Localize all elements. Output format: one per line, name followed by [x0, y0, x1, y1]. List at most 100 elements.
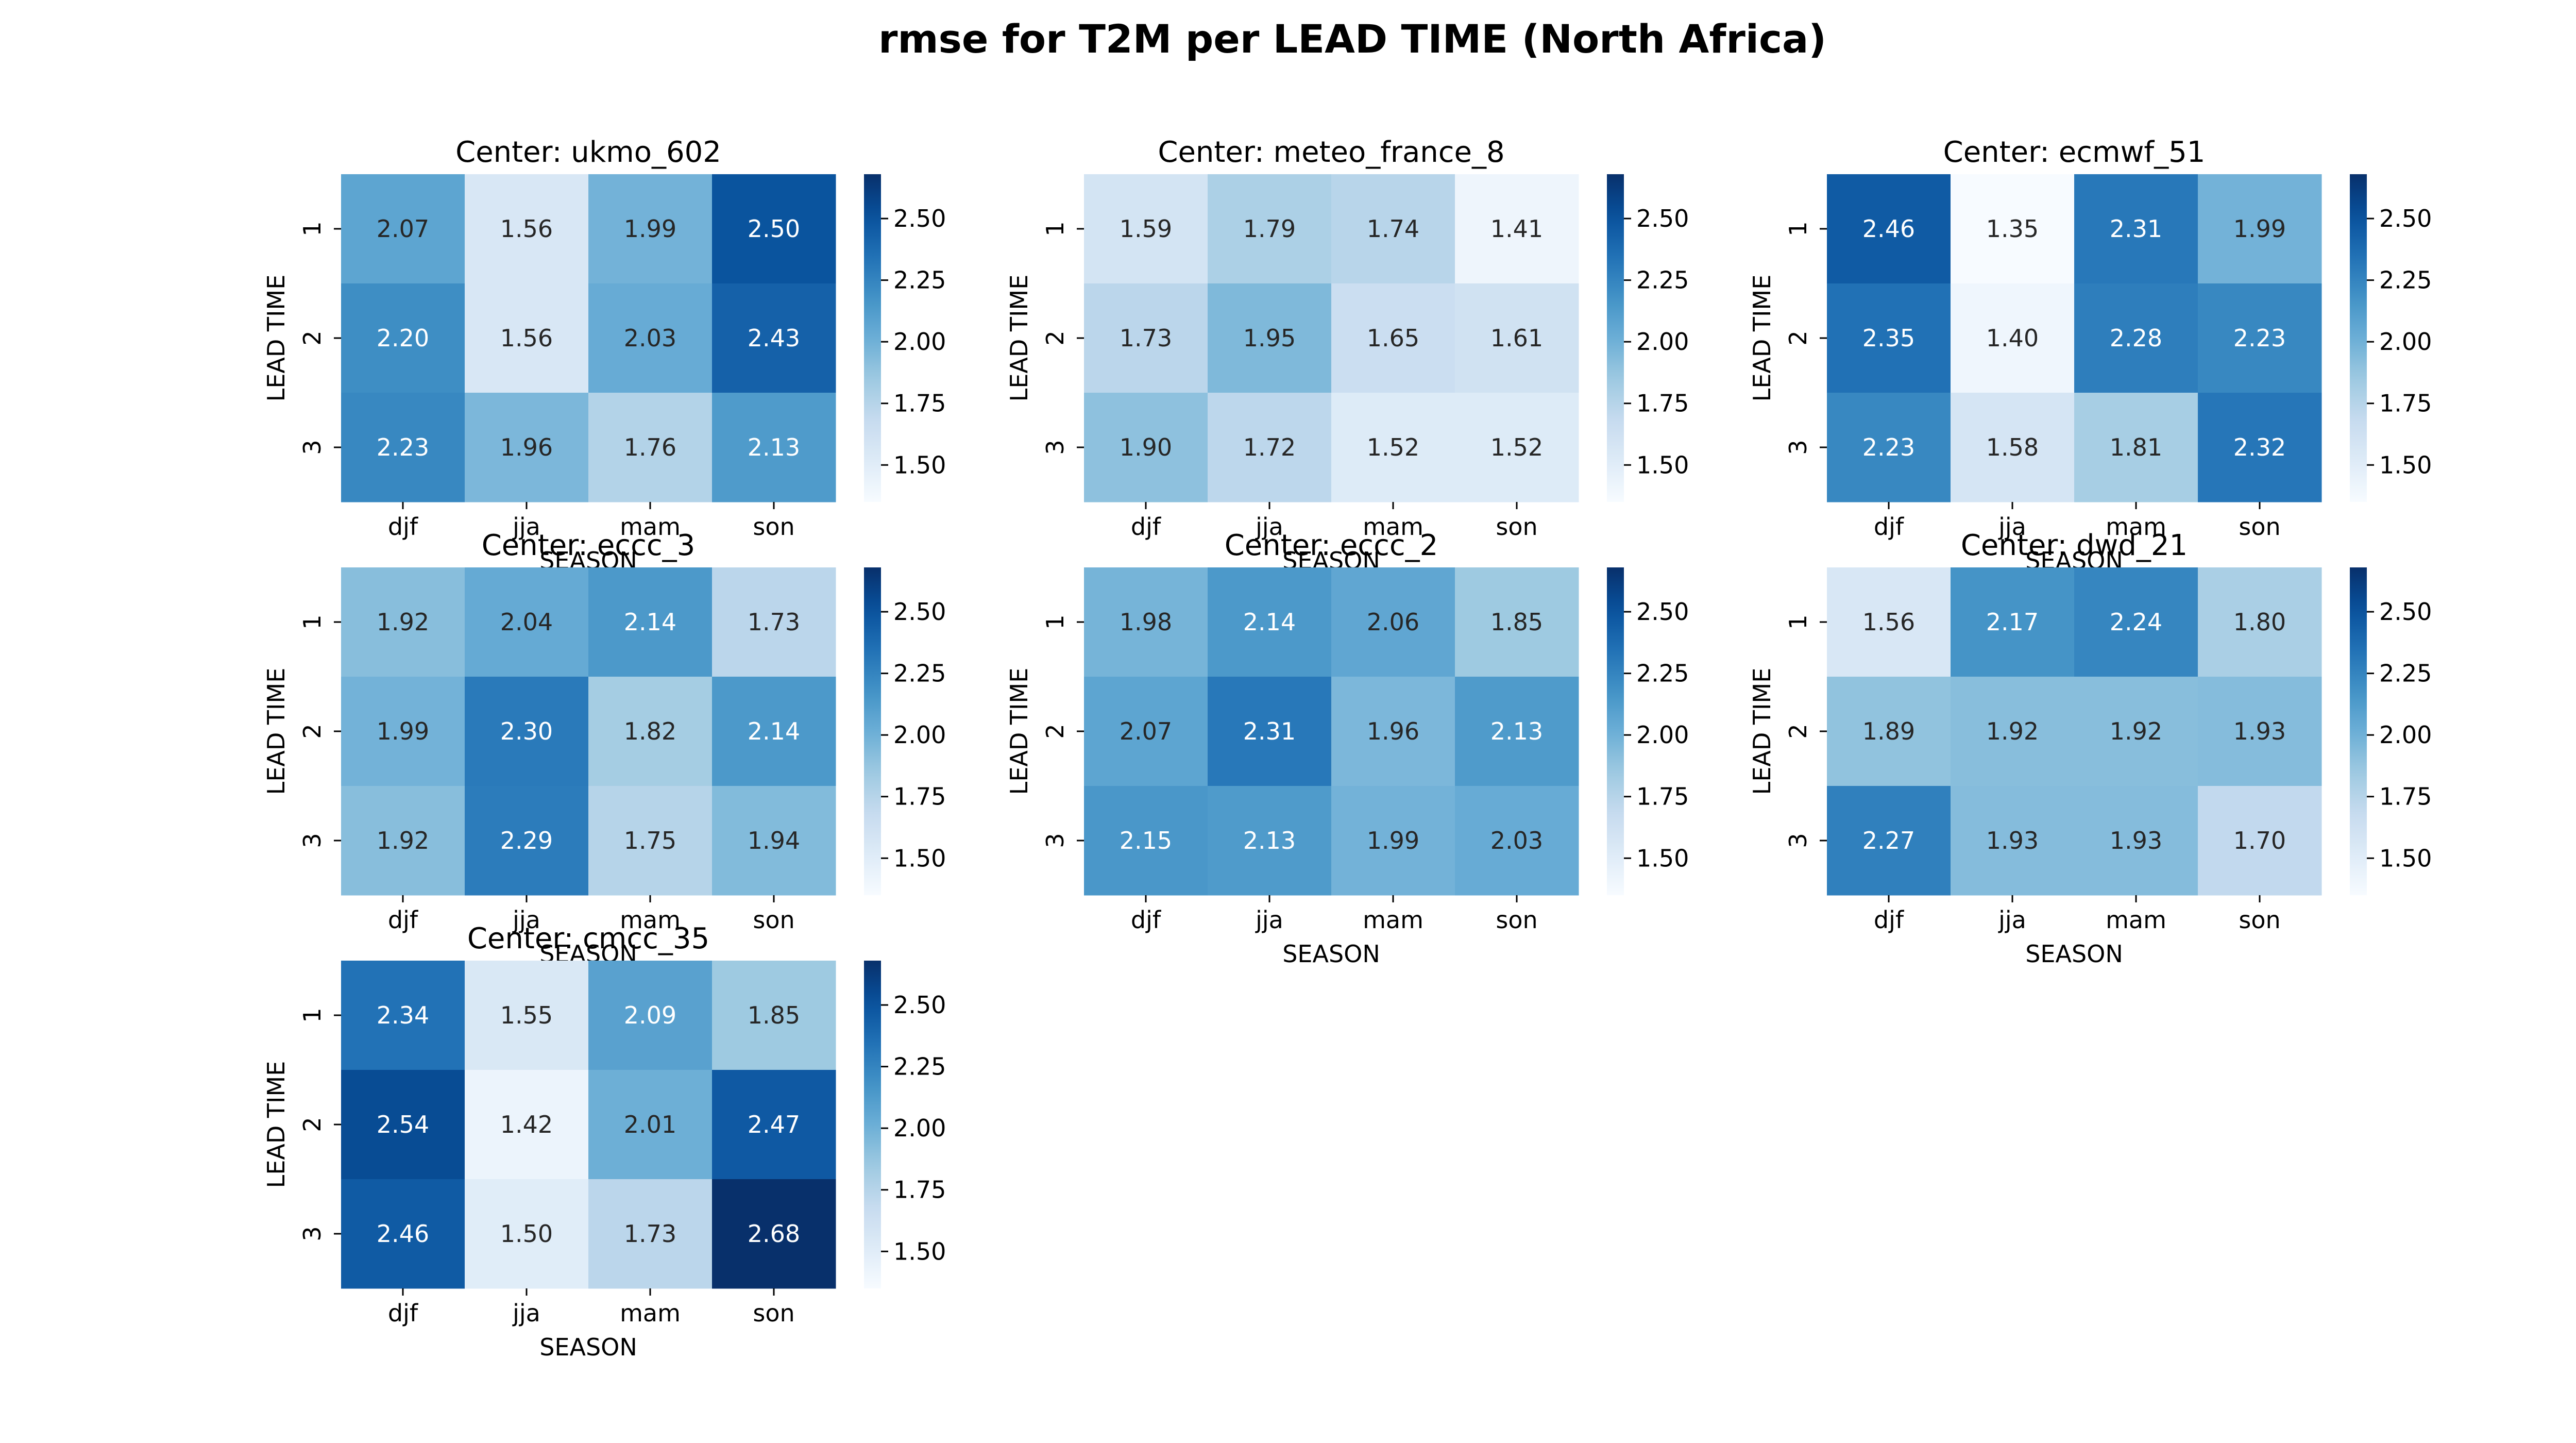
- colorbar-tick-label: 2.00: [2379, 328, 2432, 356]
- colorbar-tick-label: 2.00: [1636, 328, 1689, 356]
- x-axis-label: SEASON: [539, 1333, 637, 1361]
- x-tick-label: son: [753, 1299, 794, 1327]
- y-tick-label: 1: [298, 614, 326, 629]
- heatmap-cell: [1951, 283, 2075, 393]
- heatmap-cell: [1208, 786, 1332, 896]
- heatmap-cell: [465, 1070, 589, 1180]
- colorbar-tick-label: 2.25: [893, 1053, 946, 1081]
- y-axis-label: LEAD TIME: [1748, 275, 1776, 402]
- y-tick-label: 1: [1784, 614, 1812, 629]
- cell-value-label: 2.46: [377, 1220, 429, 1248]
- heatmap-cell: [1951, 393, 2075, 502]
- colorbar: [2350, 567, 2367, 895]
- heatmap-panels: 2.07 1.56 1.99 2.50 2.20 1.56 2.03 2.43 2.23 1.96…: [262, 136, 2432, 1361]
- x-tick-label: son: [1496, 513, 1537, 541]
- x-tick-label: jja: [1998, 906, 2026, 934]
- cell-value-label: 1.73: [748, 608, 800, 636]
- heatmap-cell: [1827, 174, 1951, 284]
- x-tick-label: mam: [620, 906, 681, 934]
- cell-value-label: 2.01: [624, 1111, 676, 1138]
- heatmap-cell: [1331, 174, 1455, 284]
- cell-value-label: 2.13: [1243, 827, 1296, 854]
- heatmap-cell: [588, 283, 713, 393]
- colorbar-tick-label: 2.00: [893, 1114, 946, 1142]
- heatmap-panel: 2.07 1.56 1.99 2.50 2.20 1.56 2.03 2.43 2.23 1.96…: [262, 136, 946, 575]
- cell-value-label: 1.56: [500, 215, 553, 243]
- x-tick-label: djf: [388, 1299, 419, 1327]
- colorbar-tick-label: 2.50: [893, 205, 946, 232]
- heatmap-cell: [2198, 677, 2322, 786]
- panel-title: Center: eccc_3: [482, 529, 696, 562]
- heatmap-cell: [1331, 786, 1455, 896]
- colorbar-tick-label: 1.50: [2379, 451, 2432, 479]
- heatmap-cell: [2198, 283, 2322, 393]
- cell-value-label: 1.93: [1986, 827, 2039, 854]
- heatmap-cell: [588, 174, 713, 284]
- colorbar: [864, 961, 881, 1288]
- y-tick-label: 2: [1784, 330, 1812, 345]
- heatmap-cell: [2198, 786, 2322, 896]
- panel-title: Center: ecmwf_51: [1943, 136, 2206, 169]
- heatmap-cell: [2074, 283, 2198, 393]
- cell-value-label: 1.89: [1862, 717, 1915, 745]
- heatmap-cell: [1827, 283, 1951, 393]
- heatmap-cell: [712, 283, 836, 393]
- y-tick-label: 1: [1041, 221, 1069, 236]
- cell-value-label: 1.96: [1367, 717, 1419, 745]
- colorbar-tick-label: 2.25: [2379, 660, 2432, 687]
- cell-value-label: 1.59: [1120, 215, 1172, 243]
- heatmap-cell: [1084, 283, 1208, 393]
- colorbar-tick-label: 1.50: [893, 844, 946, 872]
- heatmap-panel: 1.59 1.79 1.74 1.41 1.73 1.95 1.65 1.61 1.90 1.72…: [1005, 136, 1689, 575]
- heatmap-cell: [1331, 677, 1455, 786]
- cell-value-label: 1.35: [1986, 215, 2039, 243]
- cell-value-label: 2.43: [748, 324, 800, 352]
- y-tick-label: 2: [298, 724, 326, 739]
- cell-value-label: 2.23: [377, 433, 429, 461]
- cell-value-label: 2.06: [1367, 608, 1419, 636]
- heatmap-cell: [1951, 677, 2075, 786]
- heatmap-cell: [712, 1070, 836, 1180]
- heatmap-cell: [1084, 567, 1208, 677]
- cell-value-label: 1.99: [377, 717, 429, 745]
- cell-value-label: 2.31: [2110, 215, 2162, 243]
- heatmap-cell: [2198, 174, 2322, 284]
- heatmap-cell: [1331, 283, 1455, 393]
- cell-value-label: 2.03: [624, 324, 676, 352]
- heatmap-cell: [1951, 567, 2075, 677]
- cell-value-label: 1.92: [377, 608, 429, 636]
- x-tick-label: son: [2239, 513, 2280, 541]
- x-tick-label: mam: [1363, 906, 1423, 934]
- heatmap-cell: [588, 677, 713, 786]
- heatmap-cell: [1827, 677, 1951, 786]
- heatmap-cell: [1827, 786, 1951, 896]
- colorbar-tick-label: 2.25: [1636, 660, 1689, 687]
- y-tick-label: 1: [298, 1008, 326, 1022]
- heatmap-cell: [588, 961, 713, 1070]
- y-axis-label: LEAD TIME: [1005, 275, 1033, 402]
- y-tick-label: 3: [1041, 833, 1069, 848]
- heatmap-cell: [588, 786, 713, 896]
- y-tick-label: 3: [298, 440, 326, 455]
- cell-value-label: 1.56: [1862, 608, 1915, 636]
- colorbar-tick-label: 1.75: [2379, 390, 2432, 417]
- colorbar-tick-label: 1.75: [893, 783, 946, 811]
- cell-value-label: 2.09: [624, 1001, 676, 1029]
- heatmap-cell: [1208, 677, 1332, 786]
- cell-value-label: 2.14: [1243, 608, 1296, 636]
- colorbar-tick-label: 2.00: [893, 328, 946, 356]
- colorbar-tick-label: 2.25: [1636, 266, 1689, 294]
- cell-value-label: 2.32: [2233, 433, 2286, 461]
- heatmap-cell: [1331, 567, 1455, 677]
- cell-value-label: 1.95: [1243, 324, 1296, 352]
- x-tick-label: djf: [1874, 513, 1905, 541]
- heatmap-cell: [341, 961, 465, 1070]
- x-tick-label: mam: [2106, 906, 2166, 934]
- colorbar-tick-label: 2.00: [2379, 721, 2432, 749]
- cell-value-label: 2.13: [1490, 717, 1543, 745]
- heatmap-cell: [465, 174, 589, 284]
- x-tick-label: mam: [620, 1299, 681, 1327]
- x-tick-label: jja: [512, 906, 540, 934]
- heatmap-cell: [341, 393, 465, 502]
- colorbar-tick-label: 1.50: [1636, 844, 1689, 872]
